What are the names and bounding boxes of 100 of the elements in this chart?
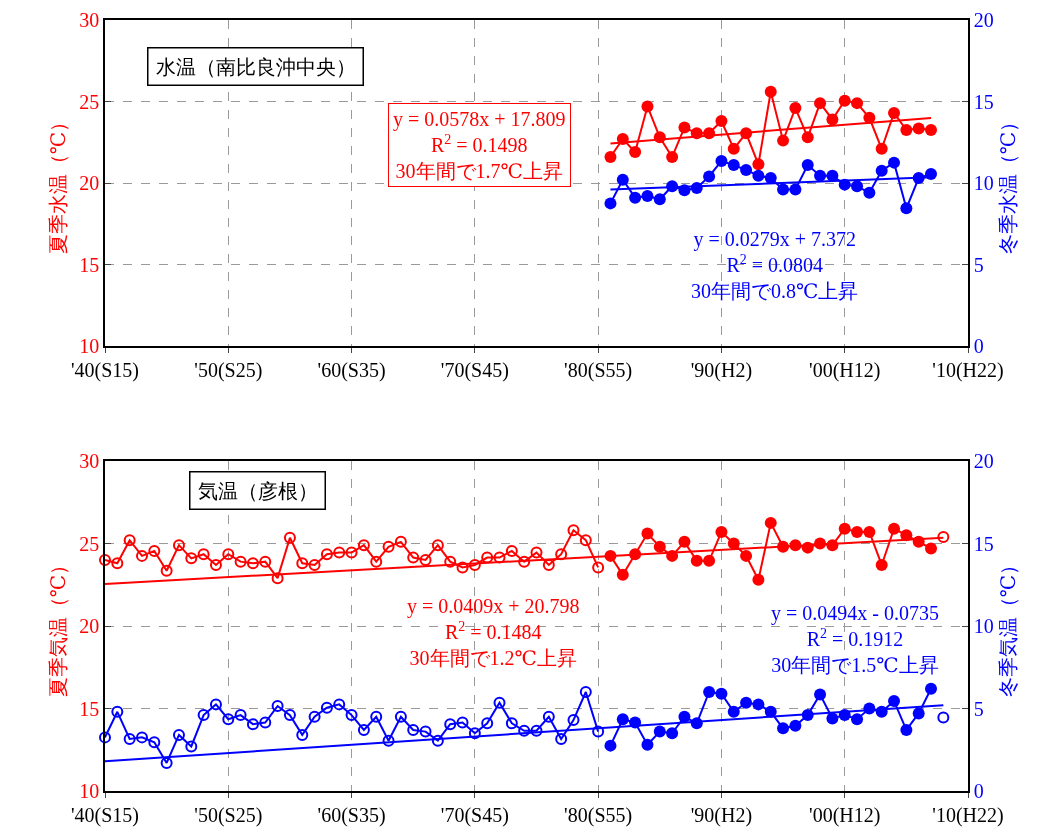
- point: [135, 549, 148, 562]
- point: [444, 555, 457, 568]
- point: [925, 124, 938, 137]
- point: [382, 734, 395, 747]
- point: [604, 150, 617, 163]
- point: [222, 548, 235, 561]
- point: [727, 142, 740, 155]
- y-tick-label: 10: [79, 335, 100, 357]
- point: [814, 169, 827, 182]
- y-tick-label: 20: [79, 615, 100, 637]
- point: [826, 712, 839, 725]
- point: [801, 131, 814, 144]
- point: [925, 168, 938, 181]
- point: [320, 548, 333, 561]
- point: [727, 705, 740, 718]
- x-tick-label: '80(S55): [564, 803, 633, 827]
- point: [407, 723, 420, 736]
- point: [111, 705, 124, 718]
- y-tick-label: 25: [79, 90, 100, 113]
- point: [246, 557, 259, 570]
- point: [777, 183, 790, 196]
- point: [838, 94, 851, 107]
- point: [678, 535, 691, 548]
- point: [185, 740, 198, 753]
- point: [641, 527, 654, 540]
- point: [740, 696, 753, 709]
- x-tick-label: '40(S15): [70, 803, 140, 827]
- point: [357, 723, 370, 736]
- point: [518, 555, 531, 568]
- y-tick-label: 30: [79, 9, 100, 31]
- point: [653, 193, 666, 206]
- point: [616, 713, 629, 726]
- point: [678, 710, 691, 723]
- point: [505, 717, 518, 730]
- point: [567, 524, 580, 537]
- point: [234, 709, 247, 722]
- point: [838, 522, 851, 535]
- point: [456, 561, 469, 574]
- y2-tick-label: 0: [973, 780, 984, 802]
- point: [715, 687, 728, 700]
- point: [172, 728, 185, 741]
- y-tick-label: 25: [79, 532, 100, 555]
- point: [357, 539, 370, 552]
- point: [419, 554, 432, 566]
- annotation: y = 0.0279x + 7.372 R$^{2}$ = 0.0804 30年間で0.8℃上昇: [691, 228, 859, 302]
- x-tick-label: '90(H2): [690, 358, 753, 382]
- y2-tick-label: 20: [973, 9, 994, 31]
- point: [912, 707, 925, 720]
- point: [111, 557, 124, 570]
- annotation: y = 0.0494x - 0.0735 R$^{2}$ = 0.1912 30年間で1.5℃上昇: [771, 602, 939, 676]
- y2-tick-label: 15: [973, 90, 994, 113]
- annotation: y = 0.0409x + 20.798 R$^{2}$ = 0.1484 30年間で1.2℃上昇: [407, 595, 580, 669]
- point: [912, 122, 925, 135]
- point: [678, 121, 691, 134]
- point: [296, 728, 309, 741]
- y2-tick-label: 0: [973, 335, 984, 357]
- y-axis-title: 夏季水温（℃）: [47, 111, 70, 255]
- x-tick-label: '40(S15): [70, 358, 140, 382]
- y2-axis-title: 冬季水温（℃）: [996, 111, 1019, 255]
- point: [271, 700, 284, 713]
- x-tick-label: '90(H2): [690, 803, 753, 827]
- x-tick-label: '50(S25): [194, 358, 263, 382]
- y-tick-label: 10: [79, 780, 100, 802]
- point: [604, 739, 617, 752]
- x-tick-label: '50(S25): [194, 803, 263, 827]
- point: [715, 155, 728, 167]
- point: [592, 561, 605, 574]
- point: [851, 525, 864, 538]
- point: [653, 725, 666, 738]
- point: [629, 146, 642, 159]
- point: [148, 544, 161, 557]
- point: [222, 713, 235, 726]
- point: [481, 551, 494, 564]
- point: [653, 540, 666, 553]
- point: [456, 716, 469, 729]
- point: [431, 539, 444, 552]
- point: [493, 551, 506, 564]
- point: [937, 530, 950, 543]
- point: [234, 555, 247, 568]
- point: [826, 113, 839, 126]
- point: [542, 710, 555, 723]
- point: [641, 190, 654, 203]
- point: [555, 548, 568, 561]
- point: [616, 568, 629, 581]
- x-tick-label: '70(S45): [440, 358, 509, 382]
- point: [925, 542, 938, 555]
- point: [863, 186, 876, 199]
- point: [888, 156, 901, 169]
- point: [259, 555, 272, 568]
- point: [407, 551, 420, 564]
- point: [148, 736, 161, 749]
- point: [518, 724, 531, 737]
- y2-tick-label: 5: [973, 697, 984, 720]
- point: [271, 572, 284, 585]
- point: [629, 191, 642, 204]
- point: [777, 722, 790, 735]
- point: [641, 738, 654, 751]
- x-tick-label: '10(H22): [932, 803, 1004, 827]
- point: [715, 115, 728, 128]
- x-tick-label: '60(S35): [317, 358, 386, 382]
